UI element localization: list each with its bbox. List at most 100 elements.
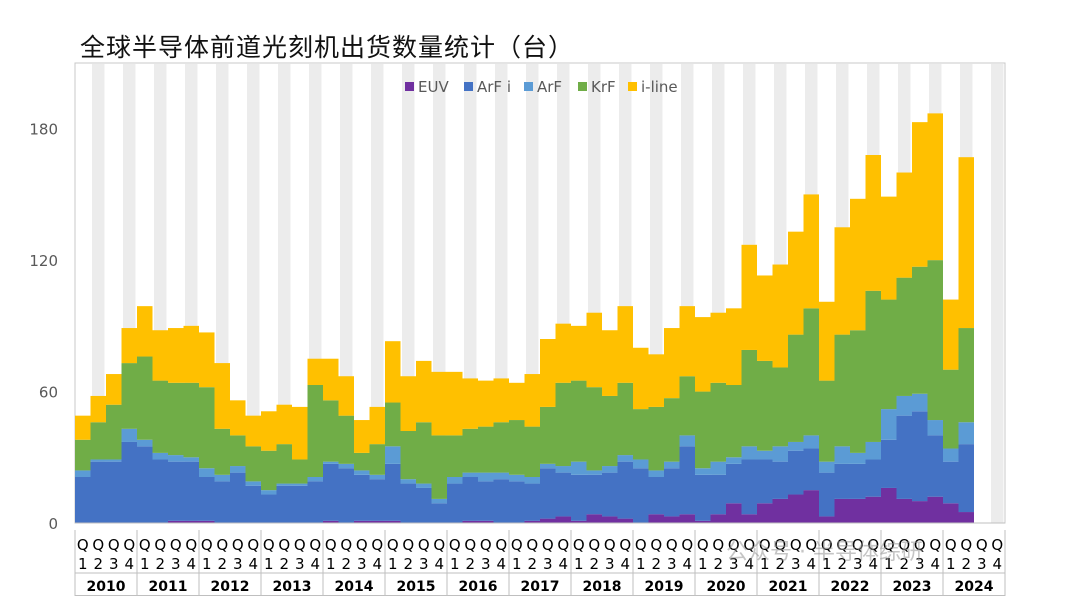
x-tick-year: 2024 <box>955 579 994 595</box>
bar-ArF-2013-Q1 <box>261 490 277 495</box>
bar-KrF-2020-Q1 <box>695 391 711 469</box>
bar-ArFi-2012-Q2 <box>214 481 230 523</box>
x-tick-quarter-num: 4 <box>372 555 382 573</box>
bar-i-line-2014-Q3 <box>354 420 370 453</box>
bar-i-line-2010-Q4 <box>121 328 137 364</box>
bar-i-line-2020-Q1 <box>695 317 711 392</box>
bar-ArFi-2021-Q4 <box>803 448 819 491</box>
bar-EUV-2020-Q1 <box>695 520 711 523</box>
bar-KrF-2015-Q2 <box>400 431 416 480</box>
x-tick-year: 2012 <box>211 579 250 595</box>
bar-ArF-2020-Q3 <box>726 457 742 464</box>
bar-i-line-2022-Q2 <box>834 227 850 335</box>
bar-ArFi-2021-Q2 <box>772 461 788 499</box>
bar-ArF-2019-Q3 <box>664 461 680 469</box>
band-2012-Q4 <box>247 64 260 523</box>
bar-EUV-2017-Q2 <box>524 520 540 523</box>
x-tick-quarter: Q <box>898 536 910 554</box>
bar-KrF-2020-Q3 <box>726 385 742 458</box>
bar-EUV-2023-Q4 <box>927 496 943 523</box>
bar-ArF-2021-Q3 <box>788 441 804 451</box>
bar-ArFi-2016-Q1 <box>447 483 463 523</box>
y-tick-label: 120 <box>29 252 58 270</box>
x-tick-quarter-num: 2 <box>403 555 413 573</box>
bar-ArF-2021-Q1 <box>757 450 773 460</box>
bar-i-line-2022-Q4 <box>865 155 881 291</box>
bar-ArF-2014-Q3 <box>354 470 370 475</box>
bar-i-line-2018-Q3 <box>602 330 618 396</box>
bar-i-line-2019-Q3 <box>664 328 680 399</box>
x-tick-quarter: Q <box>805 536 817 554</box>
x-tick-quarter-num: 2 <box>899 555 909 573</box>
bar-ArFi-2012-Q3 <box>230 472 246 523</box>
bar-ArF-2011-Q4 <box>183 457 199 462</box>
x-tick-year: 2015 <box>397 579 436 595</box>
x-tick-quarter-num: 1 <box>264 555 274 573</box>
x-tick-quarter: Q <box>635 536 647 554</box>
bar-ArFi-2016-Q3 <box>478 481 494 521</box>
x-tick-year: 2017 <box>521 579 560 595</box>
bar-ArF-2012-Q3 <box>230 466 246 473</box>
bar-KrF-2023-Q2 <box>896 277 912 396</box>
x-tick-year: 2019 <box>645 579 684 595</box>
x-tick-quarter: Q <box>666 536 678 554</box>
bar-EUV-2022-Q2 <box>834 498 850 523</box>
bar-ArFi-2010-Q1 <box>75 477 91 523</box>
x-tick-quarter-num: 4 <box>868 555 878 573</box>
bar-ArFi-2011-Q3 <box>168 461 184 521</box>
bar-i-line-2016-Q1 <box>447 371 463 436</box>
bar-ArF-2021-Q2 <box>772 446 788 462</box>
bar-i-line-2019-Q4 <box>679 306 695 377</box>
x-tick-quarter-num: 1 <box>202 555 212 573</box>
bar-KrF-2017-Q4 <box>555 382 571 467</box>
bar-ArF-2023-Q1 <box>881 409 897 440</box>
x-tick-quarter: Q <box>278 536 290 554</box>
x-tick-quarter-num: 4 <box>248 555 258 573</box>
x-tick-quarter-num: 4 <box>124 555 134 573</box>
x-tick-quarter: Q <box>991 536 1003 554</box>
x-tick-quarter-num: 1 <box>326 555 336 573</box>
bar-ArFi-2023-Q3 <box>912 411 928 502</box>
bar-i-line-2024-Q2 <box>958 157 974 329</box>
x-tick-quarter: Q <box>960 536 972 554</box>
x-tick-quarter: Q <box>92 536 104 554</box>
x-tick-quarter: Q <box>681 536 693 554</box>
bar-ArFi-2017-Q1 <box>509 481 525 523</box>
x-tick-quarter: Q <box>340 536 352 554</box>
x-tick-quarter-num: 1 <box>450 555 460 573</box>
bar-KrF-2011-Q1 <box>137 356 153 440</box>
x-tick-quarter-num: 3 <box>357 555 367 573</box>
bar-EUV-2019-Q2 <box>648 514 664 523</box>
bar-ArFi-2023-Q4 <box>927 435 943 497</box>
bar-ArF-2018-Q1 <box>571 461 587 475</box>
x-tick-quarter: Q <box>712 536 724 554</box>
bar-ArF-2019-Q4 <box>679 435 695 447</box>
x-tick-quarter: Q <box>139 536 151 554</box>
x-tick-quarter: Q <box>247 536 259 554</box>
x-tick-year: 2023 <box>893 579 932 595</box>
x-tick-quarter: Q <box>542 536 554 554</box>
bar-EUV-2020-Q4 <box>741 514 757 523</box>
bar-ArFi-2012-Q1 <box>199 477 215 521</box>
bar-ArF-2023-Q3 <box>912 393 928 412</box>
legend-label-ArF: ArF <box>537 78 562 96</box>
bar-KrF-2020-Q4 <box>741 349 757 447</box>
x-tick-quarter: Q <box>495 536 507 554</box>
bar-KrF-2011-Q4 <box>183 382 199 458</box>
bar-KrF-2020-Q2 <box>710 382 726 462</box>
bar-EUV-2022-Q4 <box>865 496 881 523</box>
bar-ArF-2012-Q1 <box>199 468 215 477</box>
bar-ArFi-2016-Q2 <box>462 477 478 521</box>
bar-KrF-2019-Q1 <box>633 409 649 460</box>
bar-ArF-2020-Q1 <box>695 468 711 475</box>
bar-i-line-2015-Q3 <box>416 360 432 423</box>
bar-KrF-2012-Q4 <box>245 446 261 482</box>
bar-EUV-2018-Q2 <box>586 514 602 523</box>
bar-i-line-2021-Q3 <box>788 231 804 335</box>
bar-ArFi-2019-Q4 <box>679 446 695 515</box>
bar-ArF-2017-Q4 <box>555 466 571 473</box>
bar-ArF-2021-Q4 <box>803 435 819 449</box>
x-tick-quarter: Q <box>821 536 833 554</box>
x-tick-quarter-num: 1 <box>574 555 584 573</box>
x-tick-quarter: Q <box>526 536 538 554</box>
